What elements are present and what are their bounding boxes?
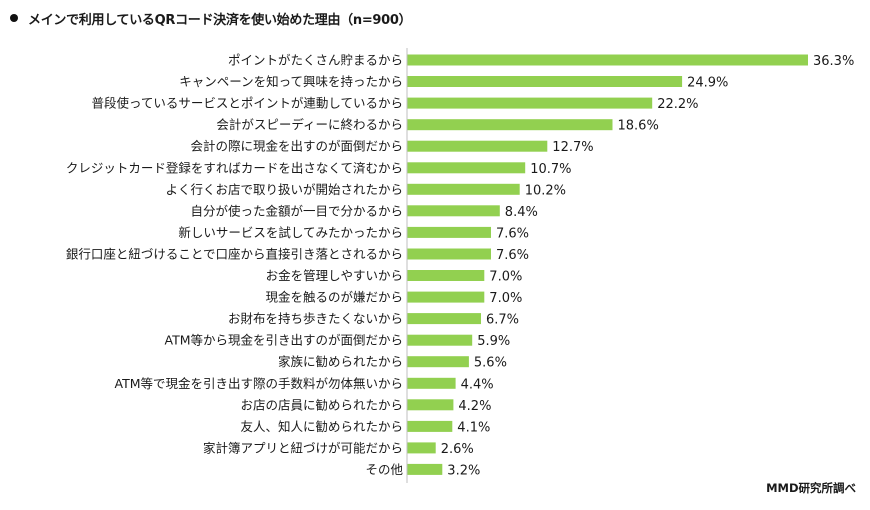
bar (407, 334, 473, 346)
bar (407, 97, 653, 109)
category-label: 自分が使った金額が一目で分かるから (190, 203, 403, 218)
bar (407, 76, 683, 87)
bar (407, 442, 436, 454)
category-label: 会計の際に現金を出すのが面倒だから (190, 139, 403, 154)
bar (407, 270, 485, 281)
bar (407, 248, 491, 260)
bar (407, 119, 613, 131)
chart-title: メインで利用しているQRコード決済を使い始めた理由（n=900） (28, 12, 412, 28)
category-label: 家族に勧められたから (278, 354, 403, 369)
category-label: 現金を触るのが嫌だから (265, 290, 403, 305)
category-label: 新しいサービスを試してみたかったから (178, 225, 403, 240)
source-note: MMD研究所調べ (766, 481, 856, 495)
value-label: 7.0% (489, 270, 522, 285)
value-label: 2.6% (441, 442, 474, 457)
category-label: お財布を持ち歩きたくないから (228, 311, 403, 326)
value-label: 7.6% (496, 226, 529, 241)
bar (407, 183, 520, 195)
value-label: 5.9% (477, 334, 510, 349)
bar (407, 377, 456, 389)
bar (407, 291, 485, 303)
value-label: 4.2% (458, 399, 491, 414)
value-label: 7.0% (489, 291, 522, 306)
value-label: 10.7% (530, 162, 571, 177)
category-label: ATM等で現金を引き出す際の手数料が勿体無いから (114, 376, 403, 391)
bar (407, 463, 443, 475)
bar (407, 162, 526, 174)
value-label: 18.6% (618, 119, 659, 134)
bar (407, 140, 548, 152)
bullet-icon (10, 14, 18, 22)
category-label: お金を管理しやすいから (266, 268, 403, 283)
category-label: 友人、知人に勧められたから (240, 419, 403, 434)
category-label: 会計がスピーディーに終わるから (216, 117, 403, 132)
value-label: 4.4% (461, 377, 494, 392)
category-label: 普段使っているサービスとポイントが連動しているから (91, 96, 403, 111)
category-label: お店の店員に勧められたから (240, 397, 403, 412)
category-label: その他 (365, 462, 403, 477)
value-label: 5.6% (474, 356, 507, 371)
value-label: 10.2% (525, 183, 566, 198)
bar (407, 205, 500, 217)
value-label: 4.1% (457, 420, 490, 435)
value-label: 6.7% (486, 313, 519, 328)
category-label: 家計簿アプリと紐づけが可能だから (203, 440, 403, 455)
category-label: ポイントがたくさん貯まるから (228, 53, 403, 68)
value-label: 7.6% (496, 248, 529, 263)
bar (407, 313, 481, 325)
value-label: 3.2% (447, 463, 480, 478)
category-label: ATM等から現金を引き出すのが面倒だから (164, 333, 403, 348)
bar (407, 420, 453, 432)
value-label: 8.4% (505, 205, 538, 220)
value-label: 22.2% (657, 97, 698, 112)
bar (407, 226, 491, 238)
category-label: キャンペーンを知って興味を持ったから (179, 74, 403, 89)
value-label: 24.9% (687, 76, 728, 91)
category-label: 銀行口座と紐づけることで口座から直接引き落とされるから (66, 247, 403, 262)
category-label: よく行くお店で取り扱いが開始されたから (165, 182, 403, 197)
value-label: 36.3% (813, 54, 854, 69)
bar (407, 356, 469, 368)
bar (407, 399, 454, 411)
bar (407, 54, 808, 66)
chart-title-row: メインで利用しているQRコード決済を使い始めた理由（n=900） (10, 8, 412, 28)
category-label: クレジットカード登録をすればカードを出さなくて済むから (66, 160, 403, 175)
value-label: 12.7% (552, 140, 593, 155)
